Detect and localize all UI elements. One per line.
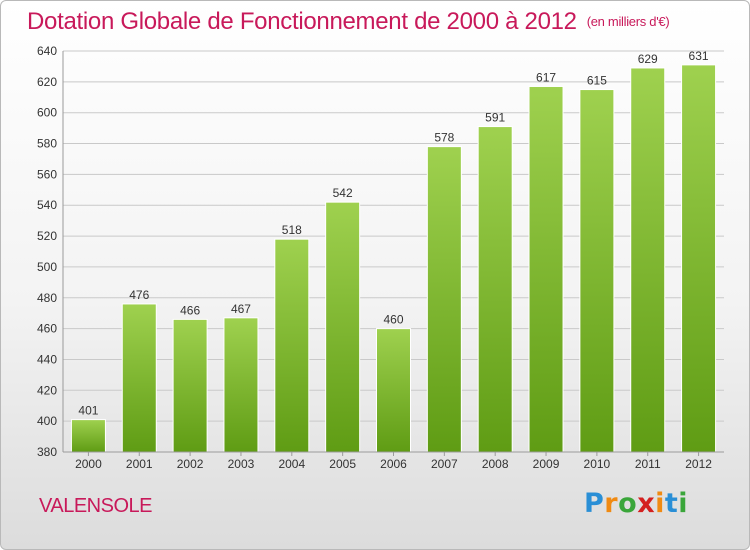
data-label: 617 — [536, 70, 556, 84]
data-label: 466 — [180, 303, 200, 317]
bar — [630, 67, 666, 453]
x-tick-label: 2010 — [584, 457, 611, 471]
bar — [579, 89, 615, 453]
bars — [70, 64, 717, 453]
data-label: 615 — [587, 74, 607, 88]
x-tick-label: 2002 — [177, 457, 204, 471]
location-name: VALENSOLE — [39, 495, 152, 517]
y-tick-label: 540 — [37, 198, 57, 212]
y-tick-label: 560 — [37, 167, 57, 181]
bar — [528, 85, 564, 453]
y-tick-label: 640 — [37, 44, 57, 58]
y-tick-label: 480 — [37, 291, 57, 305]
data-label: 631 — [689, 49, 709, 63]
x-tick-label: 2004 — [278, 457, 305, 471]
bar — [172, 318, 208, 453]
x-tick-label: 2011 — [635, 457, 661, 471]
y-tick-label: 440 — [37, 352, 57, 366]
data-label: 578 — [434, 131, 454, 145]
x-tick-label: 2006 — [380, 457, 407, 471]
data-label: 591 — [485, 111, 505, 125]
bar — [325, 201, 361, 453]
chart-title-main: Dotation Globale de Fonctionnement de 20… — [27, 8, 577, 35]
data-label: 401 — [78, 404, 98, 418]
bar — [426, 146, 462, 453]
logo-letter: i — [678, 488, 689, 519]
x-tick-label: 2009 — [533, 457, 560, 471]
bar — [121, 303, 157, 453]
x-tick-label: 2001 — [126, 457, 153, 471]
y-tick-label: 400 — [37, 414, 57, 428]
y-tick-label: 420 — [37, 383, 57, 397]
proxiti-logo: Proxiti — [584, 488, 688, 519]
y-tick-label: 500 — [37, 260, 57, 274]
x-tick-label: 2003 — [228, 457, 255, 471]
x-tick-label: 2012 — [685, 457, 712, 471]
logo-letter: o — [618, 488, 638, 519]
x-tick-label: 2008 — [482, 457, 509, 471]
data-labels: 401 476 466 467 518 542 460 578 591 617 615 629 631 — [78, 49, 709, 418]
logo-letter: P — [584, 488, 605, 519]
x-tick-label: 2005 — [329, 457, 356, 471]
y-tick-label: 600 — [37, 106, 57, 120]
logo-letter: x — [637, 488, 656, 519]
logo-letter: r — [604, 488, 619, 519]
bar — [274, 238, 310, 453]
bar — [376, 328, 411, 453]
data-label: 476 — [129, 288, 149, 302]
data-label: 518 — [282, 223, 302, 237]
data-label: 542 — [333, 186, 353, 200]
logo-letter: t — [664, 488, 679, 519]
logo-letter: i — [655, 488, 665, 519]
data-label: 467 — [231, 302, 251, 316]
bar — [223, 317, 259, 453]
chart-title: Dotation Globale de Fonctionnement de 20… — [27, 8, 670, 36]
axes: 380 400 420 440 460 480 500 520 540 560 580 600 620 6… — [37, 44, 724, 471]
x-tick-label: 2000 — [75, 457, 102, 471]
bar — [70, 419, 106, 453]
chart-title-unit: (en milliers d'€) — [586, 14, 670, 29]
x-tick-label: 2007 — [431, 457, 458, 471]
data-label: 629 — [638, 52, 658, 66]
bar — [681, 64, 717, 453]
data-label: 460 — [383, 313, 403, 327]
y-tick-label: 520 — [37, 229, 57, 243]
y-tick-label: 580 — [37, 137, 57, 151]
y-tick-label: 460 — [37, 322, 57, 336]
y-tick-label: 620 — [37, 75, 57, 89]
bar — [477, 126, 513, 453]
y-tick-label: 380 — [37, 445, 57, 459]
